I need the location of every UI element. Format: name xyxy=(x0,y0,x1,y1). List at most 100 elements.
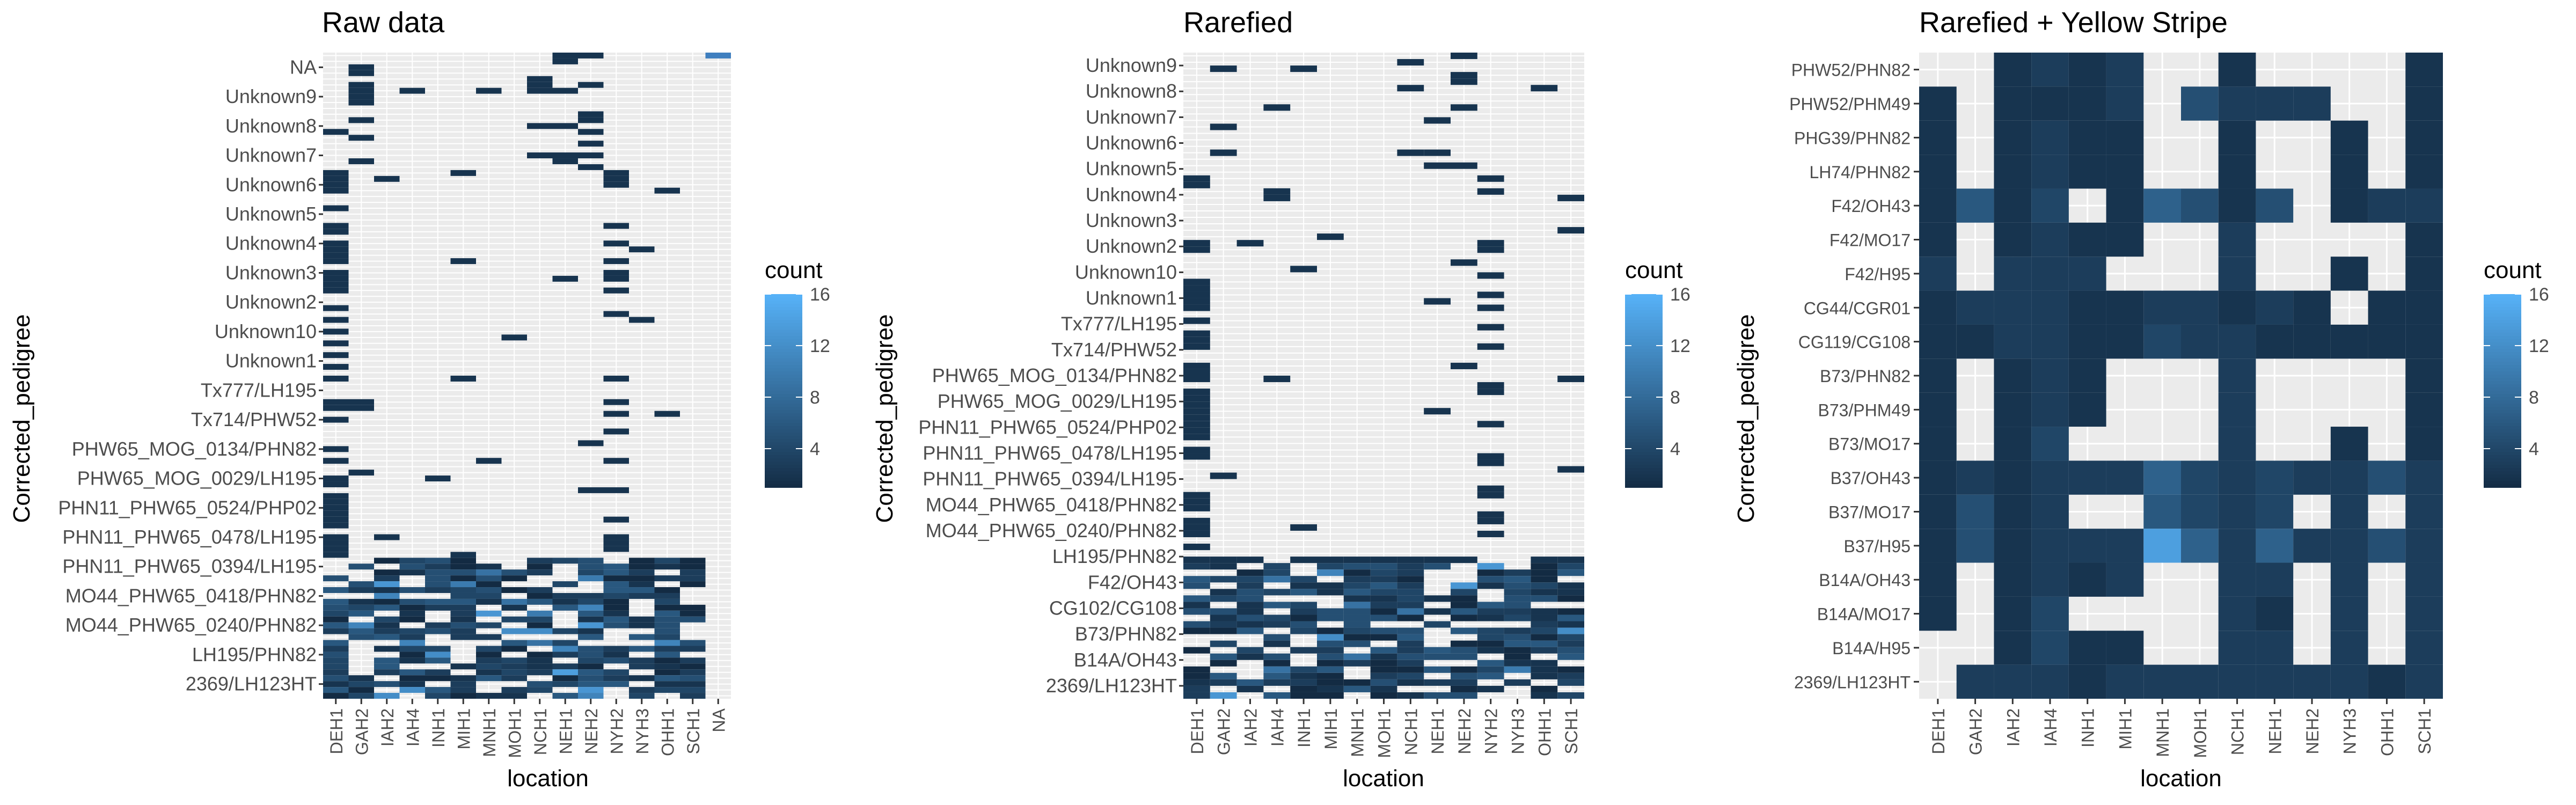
heatmap-cell xyxy=(2405,494,2443,529)
heatmap-cell xyxy=(1451,653,1477,660)
heatmap-cell xyxy=(1210,563,1237,570)
heatmap-cell xyxy=(1531,692,1558,699)
heatmap-cell xyxy=(2181,664,2219,699)
heatmap-cell xyxy=(1370,595,1397,602)
legend-gradient-step xyxy=(765,452,802,456)
heatmap-cell xyxy=(2031,120,2069,155)
heatmap-cell xyxy=(1956,664,1994,699)
heatmap-cell xyxy=(527,82,553,88)
heatmap-cell xyxy=(1451,362,1477,369)
y-tick-label: Unknown4 xyxy=(1086,184,1177,206)
legend-gradient-step xyxy=(1625,294,1663,298)
heatmap-cell xyxy=(1477,459,1504,466)
legend-gradient-step xyxy=(765,423,802,427)
heatmap-cell xyxy=(1317,653,1344,660)
heatmap-cell xyxy=(1263,621,1291,628)
heatmap-cell xyxy=(425,581,451,588)
heatmap-cell xyxy=(2068,562,2106,597)
heatmap-cell xyxy=(527,616,553,623)
heatmap-cell xyxy=(323,170,349,176)
legend-gradient-step xyxy=(765,468,802,472)
heatmap-cell xyxy=(1263,602,1291,609)
heatmap-cell xyxy=(1424,621,1451,628)
heatmap-cell xyxy=(2031,53,2069,87)
heatmap-cell xyxy=(348,634,374,640)
heatmap-cell xyxy=(1451,104,1477,111)
y-tick-label: PHW52/PHM49 xyxy=(1789,94,1911,114)
heatmap-cell xyxy=(2068,358,2106,393)
heatmap-cell xyxy=(527,687,553,693)
heatmap-cell xyxy=(1343,569,1371,576)
legend-gradient-step xyxy=(765,365,802,369)
legend-gradient-step xyxy=(765,413,802,417)
heatmap-cell xyxy=(603,546,629,552)
heatmap-cell xyxy=(2405,290,2443,325)
heatmap-cell xyxy=(323,475,349,482)
legend-gradient-step xyxy=(765,320,802,324)
heatmap-cell xyxy=(680,616,706,623)
heatmap-cell xyxy=(603,399,629,405)
heatmap-cell xyxy=(2330,460,2368,495)
heatmap-cell xyxy=(1210,627,1237,634)
heatmap-cell xyxy=(1370,660,1397,667)
heatmap-cell xyxy=(1210,595,1237,602)
heatmap-cell xyxy=(323,622,349,628)
heatmap-cell xyxy=(2256,529,2294,563)
legend-gradient-step xyxy=(2484,358,2521,362)
legend-gradient-step xyxy=(1625,462,1663,465)
heatmap-cell xyxy=(2218,427,2256,461)
heatmap-cell xyxy=(527,592,553,599)
heatmap-cell xyxy=(705,53,731,58)
heatmap-cell xyxy=(2031,460,2069,495)
heatmap-cell xyxy=(1183,679,1210,686)
legend-gradient-step xyxy=(1625,445,1663,449)
heatmap-cell xyxy=(323,481,349,487)
heatmap-cell xyxy=(2256,562,2294,597)
heatmap-cell xyxy=(1557,621,1584,628)
legend-gradient-step xyxy=(765,400,802,404)
y-tick-label: LH195/PHN82 xyxy=(1052,545,1177,567)
heatmap-cell xyxy=(1290,589,1317,596)
heatmap-cell xyxy=(374,663,400,670)
heatmap-cell xyxy=(603,287,629,294)
heatmap-cell xyxy=(374,581,400,588)
heatmap-cell xyxy=(1317,589,1344,596)
y-tick-label: NA xyxy=(290,56,317,78)
x-tick-label: OHH1 xyxy=(2377,708,2397,756)
heatmap-cell xyxy=(2181,188,2219,223)
heatmap-cell xyxy=(1994,188,2032,223)
heatmap-cell xyxy=(603,170,629,176)
heatmap-cell xyxy=(348,687,374,693)
heatmap-cell xyxy=(1919,324,1957,359)
heatmap-cell xyxy=(1183,369,1210,376)
heatmap-cell xyxy=(1343,582,1371,589)
heatmap-cell xyxy=(348,82,374,88)
heatmap-cell xyxy=(1263,614,1291,621)
heatmap-cell xyxy=(1183,576,1210,583)
y-tick-label: PHW65_MOG_0134/PHN82 xyxy=(72,438,317,460)
heatmap-cell xyxy=(1397,595,1424,602)
legend-gradient-step xyxy=(765,313,802,317)
heatmap-cell xyxy=(1183,672,1210,679)
heatmap-cell xyxy=(2218,392,2256,427)
heatmap-cell xyxy=(1477,485,1504,492)
legend-gradient-step xyxy=(2484,400,2521,404)
x-tick-label: INH1 xyxy=(429,708,448,748)
heatmap-cell xyxy=(1557,595,1584,602)
heatmap-cell xyxy=(1397,653,1424,660)
legend-gradient-step xyxy=(1625,333,1663,336)
heatmap-cell xyxy=(1956,188,1994,223)
heatmap-cell xyxy=(2405,155,2443,189)
heatmap-cell xyxy=(323,534,349,540)
heatmap-cell xyxy=(1504,653,1531,660)
heatmap-cell xyxy=(1183,434,1210,441)
heatmap-cell xyxy=(1531,634,1558,641)
heatmap-cell xyxy=(629,616,655,623)
heatmap-cell xyxy=(1183,453,1210,460)
heatmap-cell xyxy=(1290,608,1317,615)
legend-gradient-step xyxy=(2484,484,2521,488)
heatmap-cell xyxy=(1919,358,1957,393)
legend-gradient-step xyxy=(1625,368,1663,372)
heatmap-cell xyxy=(2405,53,2443,87)
heatmap-cell xyxy=(629,569,655,576)
